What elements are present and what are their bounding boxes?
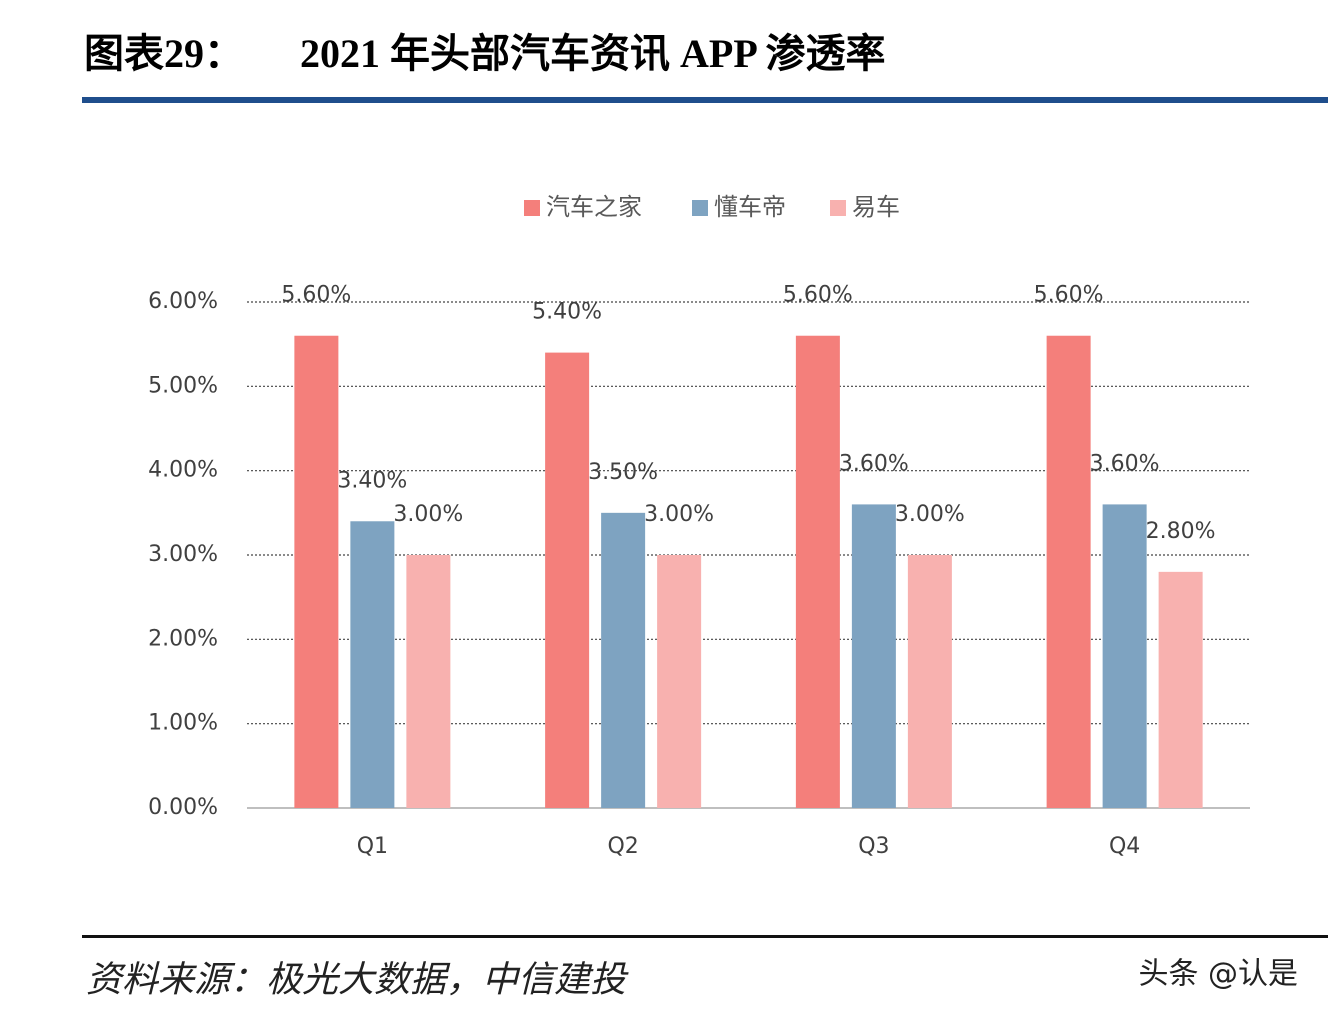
bar [1046,335,1091,808]
bar [406,555,451,808]
bar [350,521,395,808]
legend-swatch [524,200,540,216]
value-label: 3.00% [644,502,714,527]
bar [657,555,702,808]
value-label: 5.60% [1034,283,1104,308]
value-label: 3.00% [895,502,965,527]
y-tick-label: 3.00% [148,542,218,567]
value-label: 2.80% [1146,519,1216,544]
value-label: 5.60% [281,283,351,308]
bar [1158,571,1203,808]
bar [1102,504,1147,808]
value-label: 3.60% [839,451,909,476]
y-tick-label: 2.00% [148,626,218,651]
y-tick-label: 1.00% [148,711,218,736]
value-label: 3.40% [337,468,407,493]
bar [851,504,896,808]
bar [294,335,339,808]
value-label: 3.60% [1090,451,1160,476]
y-tick-label: 0.00% [148,795,218,820]
x-tick-label: Q3 [858,834,889,859]
value-label: 3.00% [393,502,463,527]
header-rule [82,97,1328,103]
bar [795,335,840,808]
bar [545,352,590,808]
legend-label: 易车 [852,193,900,221]
legend-label: 懂车帝 [714,193,786,221]
x-tick-label: Q1 [357,834,388,859]
x-tick-label: Q4 [1109,834,1140,859]
x-tick-label: Q2 [607,834,638,859]
value-label: 3.50% [588,460,658,485]
chart-subtitle: 2021 年头部汽车资讯 APP 渗透率 [300,31,886,76]
legend-swatch [692,200,708,216]
value-label: 5.60% [783,283,853,308]
legend-swatch [830,200,846,216]
chart-title: 图表29： [84,31,244,76]
bar [601,512,646,808]
y-tick-label: 6.00% [148,289,218,314]
footer-rule [82,935,1328,938]
watermark: 头条 @认是 [1138,957,1298,992]
y-tick-label: 4.00% [148,458,218,483]
source-note: 资料来源：极光大数据，中信建投 [86,959,629,999]
legend-label: 汽车之家 [546,193,642,221]
bar [907,555,952,808]
value-label: 5.40% [532,300,602,325]
y-tick-label: 5.00% [148,373,218,398]
